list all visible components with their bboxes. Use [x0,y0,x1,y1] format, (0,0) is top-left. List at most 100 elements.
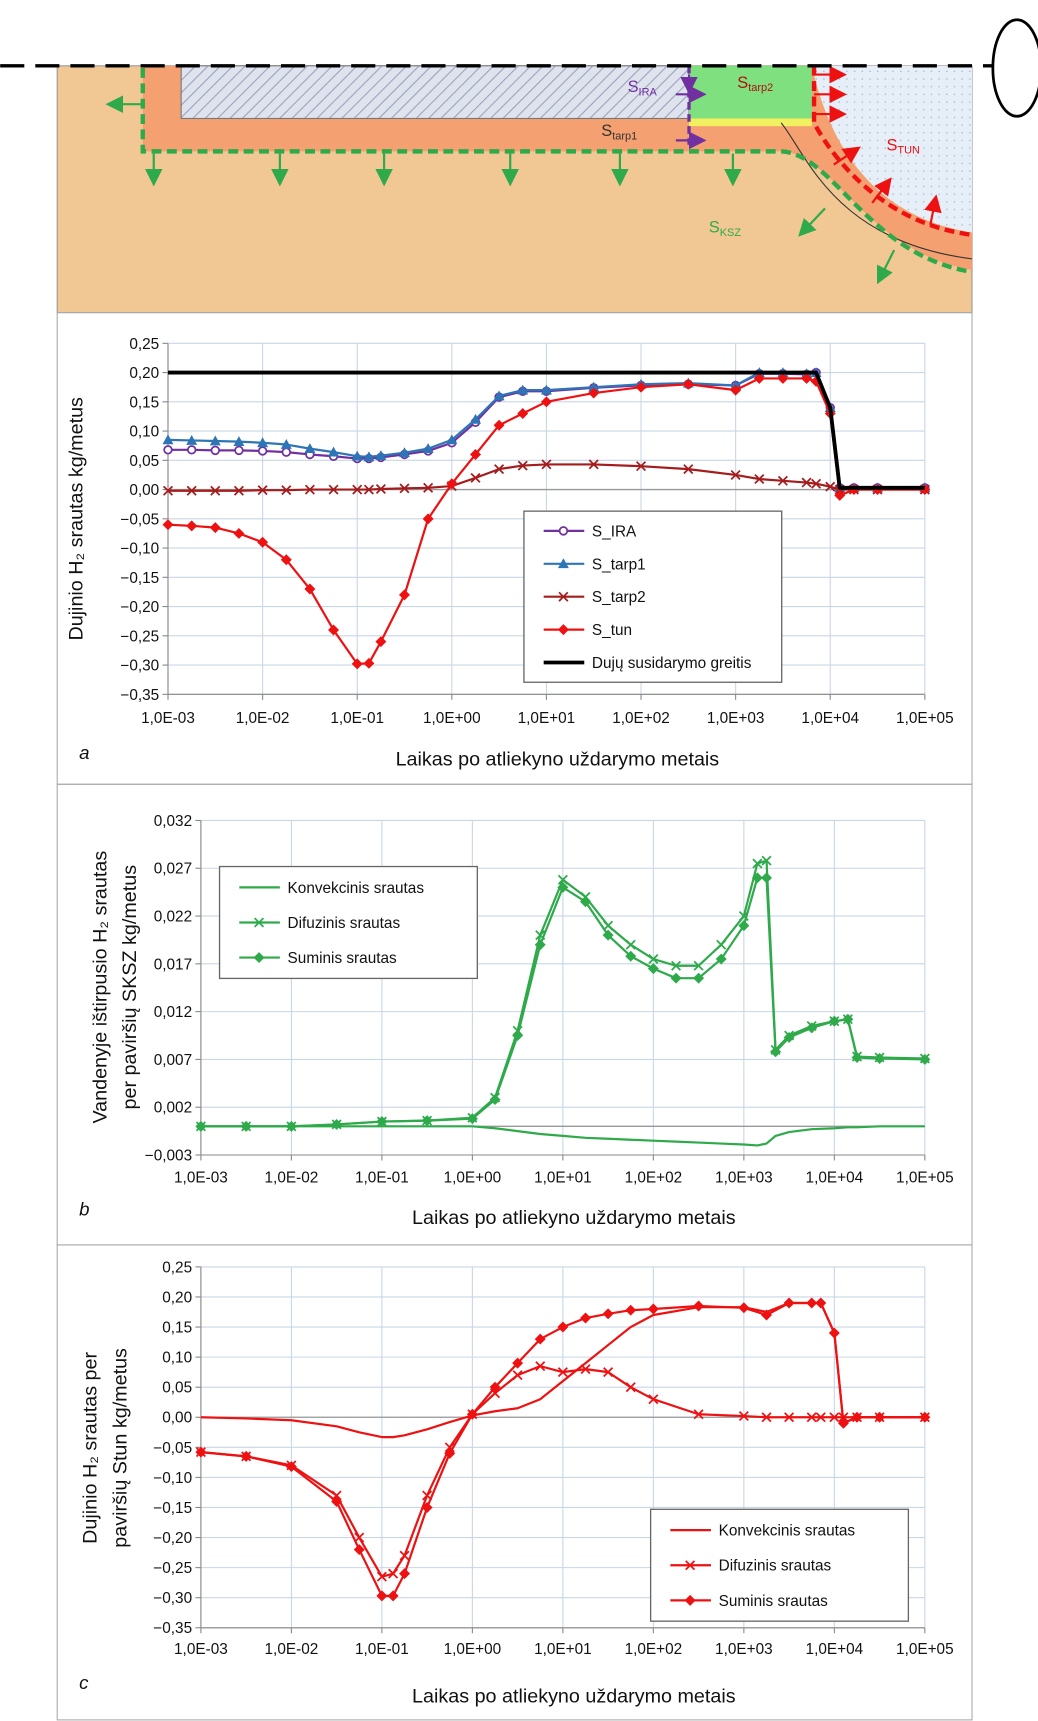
marker [186,485,197,496]
marker [281,447,292,457]
legend-label: Difuzinis srautas [288,915,401,932]
y-tick-label: −0,25 [153,1560,192,1577]
marker [517,384,529,395]
marker [716,939,727,950]
marker [806,1297,818,1309]
marker [233,527,245,539]
x-tick-label: 1,0E-03 [141,710,195,727]
marker [648,954,659,965]
marker [363,451,375,462]
marker [834,489,846,501]
label-sub: TUN [897,145,920,157]
marker [648,1394,659,1405]
marker [233,436,245,446]
x-tick-label: 1,0E+03 [715,1641,773,1658]
y-tick-label: 0,022 [154,909,192,926]
marker [682,378,694,390]
marker [603,1367,614,1378]
marker [580,896,592,908]
label-main: S [886,136,897,154]
marker [422,513,434,525]
boundary [780,122,973,260]
marker [540,396,552,408]
x-tick-label: 1,0E+04 [806,1169,864,1186]
marker [602,929,614,941]
ira-arrows [675,74,707,150]
marker [625,1382,636,1393]
interface [689,118,812,127]
marker [163,445,173,455]
label-tarp1: Starp1 [601,122,637,142]
marker [512,1370,523,1381]
marker [783,1031,795,1043]
x-tick-label: 1,0E-02 [265,1169,319,1186]
y-tick-label: −0,10 [120,541,159,558]
marker [186,520,198,532]
panel-letter: b [79,1198,89,1219]
marker [715,953,727,965]
marker [517,460,528,471]
x-tick-label: 1,0E-02 [236,710,290,727]
x-tick-label: 1,0E-01 [355,1169,409,1186]
marker [671,960,682,971]
label-main: S [709,219,720,237]
y-tick-label: −0,003 [145,1147,192,1164]
marker [588,459,599,470]
x-tick-label: 1,0E+02 [625,1169,683,1186]
y-tick-label: −0,25 [120,628,159,645]
y-tick-label: 0,00 [129,482,159,499]
y-tick-label: −0,35 [153,1620,192,1637]
marker [801,372,813,384]
marker [281,485,292,496]
rotation-symbol [991,18,1038,118]
marker [328,446,340,457]
marker [388,1568,399,1579]
x-tick-label: 1,0E+05 [896,710,954,727]
marker [784,1412,795,1423]
marker [761,872,773,884]
marker [399,1568,411,1580]
legend-label: S_tun [592,622,632,639]
marker [210,485,221,496]
marker [806,1412,817,1423]
y-tick-label: 0,25 [129,336,159,353]
marker [557,1321,569,1333]
x-tick-label: 1,0E+03 [707,710,765,727]
panel-frame [56,1244,973,1721]
x-axis-label: Laikas po atliekyno uždarymo metais [412,1685,736,1707]
marker [162,434,174,445]
marker [186,445,197,455]
chart: 0,032 0,027 0,022 0,017 0,012 0,007 0,002 −0,00… [79,813,953,1229]
marker [825,481,836,492]
marker [777,475,788,486]
y-tick-label: −0,10 [153,1470,192,1487]
y-tick-label: −0,20 [120,599,159,616]
marker [375,483,386,494]
y-axis-label: Dujinio H₂ srautas per [80,1351,102,1543]
y-tick-label: −0,15 [120,570,159,587]
x-tick-label: 1,0E+03 [715,1169,773,1186]
marker [625,939,636,950]
x-tick-label: 1,0E+00 [444,1169,502,1186]
marker [304,484,315,495]
ksz-arrows [105,95,896,285]
y-tick-label: −0,05 [120,511,159,528]
marker [253,952,265,964]
chart: 0,25 0,20 0,15 0,10 0,05 0,00 −0,05 −0,10 −0,15 −… [79,1259,953,1707]
label-ksz: SKSZ [709,219,742,239]
marker [602,1308,614,1320]
marker [815,1412,826,1423]
marker [806,1022,818,1034]
marker [851,1411,863,1423]
marker [398,447,410,458]
x-tick-label: 1,0E+01 [534,1169,592,1186]
marker [647,1303,659,1315]
x-tick-label: 1,0E+01 [518,710,576,727]
series-line [200,1125,925,1147]
y-tick-label: 0,05 [162,1380,192,1397]
marker [399,483,410,494]
marker [801,477,812,488]
marker [489,1381,501,1393]
ksz-boundary [140,68,973,275]
panel-letter: a [79,742,89,763]
